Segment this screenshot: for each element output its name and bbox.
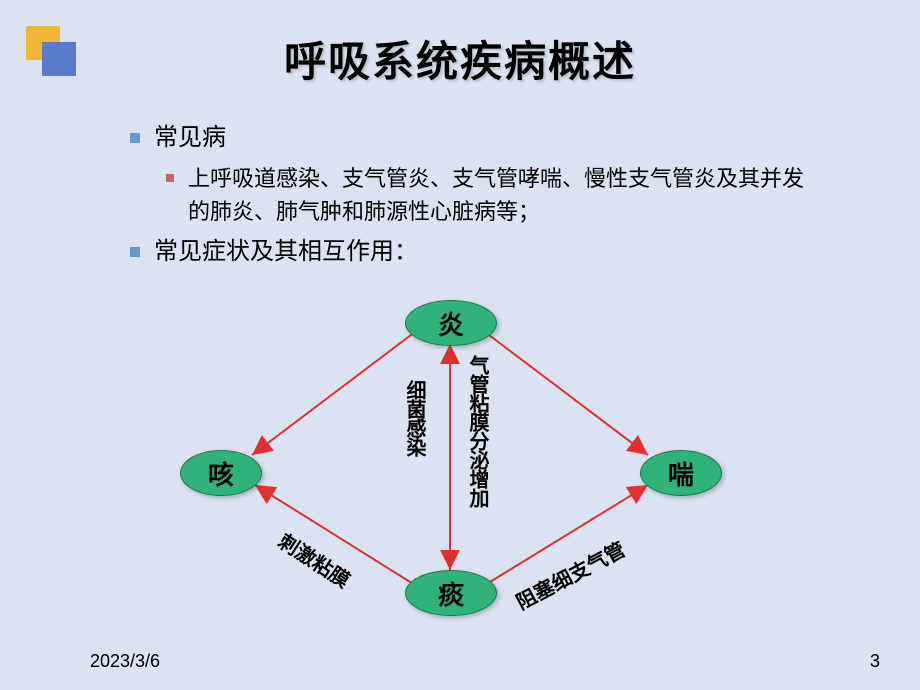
slide-title: 呼吸系统疾病概述 bbox=[0, 28, 920, 89]
bullet-text: 常见症状及其相互作用： bbox=[154, 234, 418, 270]
node-cough: 咳 bbox=[180, 450, 262, 496]
bullet-list: 常见病 上呼吸道感染、支气管炎、支气管哮喘、慢性支气管炎及其并发的肺炎、肺气肿和… bbox=[130, 120, 806, 276]
node-inflammation: 炎 bbox=[405, 300, 497, 346]
bullet-level1: 常见病 bbox=[130, 120, 806, 156]
bullet-square-icon bbox=[130, 133, 140, 143]
symptom-diagram: 炎 咳 喘 痰 细菌感染 气管粘膜分泌增加 刺激粘膜 阻塞细支气管 bbox=[0, 290, 920, 630]
edge-label-mucus: 气管粘膜分泌增加 bbox=[463, 355, 492, 507]
bullet-square-icon bbox=[130, 247, 140, 257]
bullet-text: 上呼吸道感染、支气管炎、支气管哮喘、慢性支气管炎及其并发的肺炎、肺气肿和肺源性心… bbox=[188, 162, 806, 228]
bullet-level1: 常见症状及其相互作用： bbox=[130, 234, 806, 270]
edge-label-bacteria: 细菌感染 bbox=[400, 380, 429, 456]
bullet-level2: 上呼吸道感染、支气管炎、支气管哮喘、慢性支气管炎及其并发的肺炎、肺气肿和肺源性心… bbox=[166, 162, 806, 228]
footer-page-number: 3 bbox=[870, 651, 880, 672]
bullet-text: 常见病 bbox=[154, 120, 226, 156]
node-sputum: 痰 bbox=[405, 570, 497, 616]
footer-date: 2023/3/6 bbox=[90, 651, 160, 672]
node-wheeze: 喘 bbox=[640, 450, 722, 496]
bullet-square-icon bbox=[166, 174, 174, 182]
